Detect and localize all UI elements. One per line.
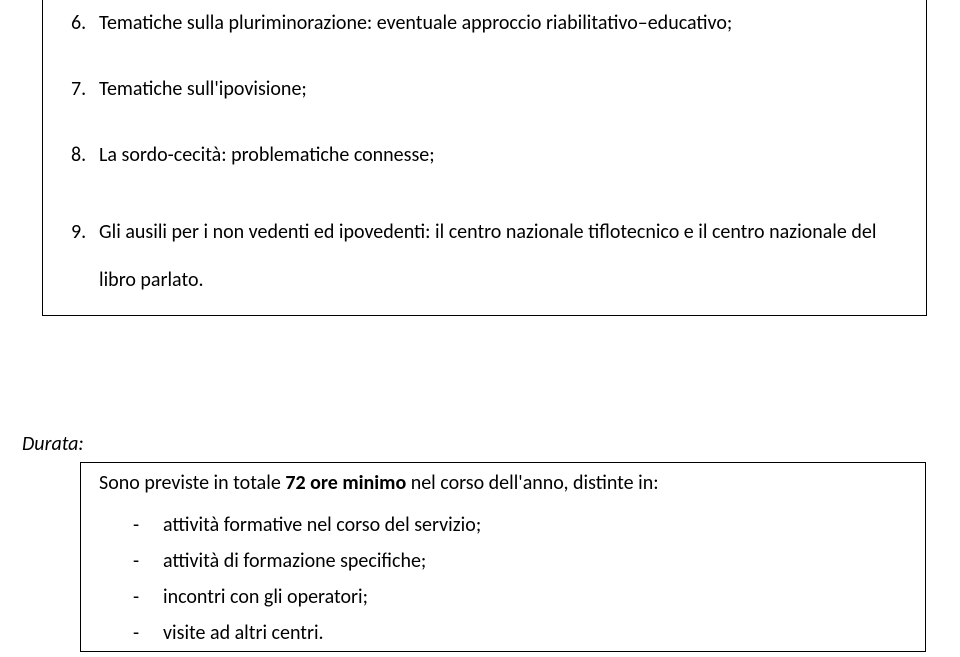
dash-marker: - <box>133 513 163 537</box>
list-item: 8. La sordo-cecità: problematiche connes… <box>71 142 898 168</box>
dash-text: attività di formazione specifiche; <box>163 549 426 573</box>
dash-text: visite ad altri centri. <box>163 621 324 645</box>
dash-marker: - <box>133 549 163 573</box>
list-item: 9. Gli ausili per i non vedenti ed ipove… <box>71 208 898 304</box>
item-text: Gli ausili per i non vedenti ed ipoveden… <box>99 208 898 304</box>
list-item: 6. Tematiche sulla pluriminorazione: eve… <box>71 10 898 36</box>
intro-prefix: Sono previste in totale <box>99 471 285 495</box>
intro-bold: 72 ore minimo <box>285 471 406 495</box>
item-text: La sordo-cecità: problematiche connesse; <box>99 142 898 168</box>
content-box-2: Sono previste in totale 72 ore minimo ne… <box>80 462 926 652</box>
dash-marker: - <box>133 621 163 645</box>
item-number: 7. <box>71 76 99 102</box>
dash-item: - attività di formazione specifiche; <box>99 549 907 573</box>
list-item: 7. Tematiche sull'ipovisione; <box>71 76 898 102</box>
intro-suffix: nel corso dell'anno, distinte in: <box>406 471 658 495</box>
dash-marker: - <box>133 585 163 609</box>
item-text: Tematiche sulla pluriminorazione: eventu… <box>99 10 898 36</box>
intro-line: Sono previste in totale 72 ore minimo ne… <box>99 471 907 495</box>
section-label-durata: Durata: <box>22 432 84 456</box>
item-number: 9. <box>71 208 99 304</box>
item-number: 6. <box>71 10 99 36</box>
dash-item: - visite ad altri centri. <box>99 621 907 645</box>
dash-item: - incontri con gli operatori; <box>99 585 907 609</box>
item-number: 8. <box>71 142 99 168</box>
item-text: Tematiche sull'ipovisione; <box>99 76 898 102</box>
dash-item: - attività formative nel corso del servi… <box>99 513 907 537</box>
content-box-1: 6. Tematiche sulla pluriminorazione: eve… <box>42 0 927 316</box>
dash-text: attività formative nel corso del servizi… <box>163 513 481 537</box>
dash-text: incontri con gli operatori; <box>163 585 368 609</box>
